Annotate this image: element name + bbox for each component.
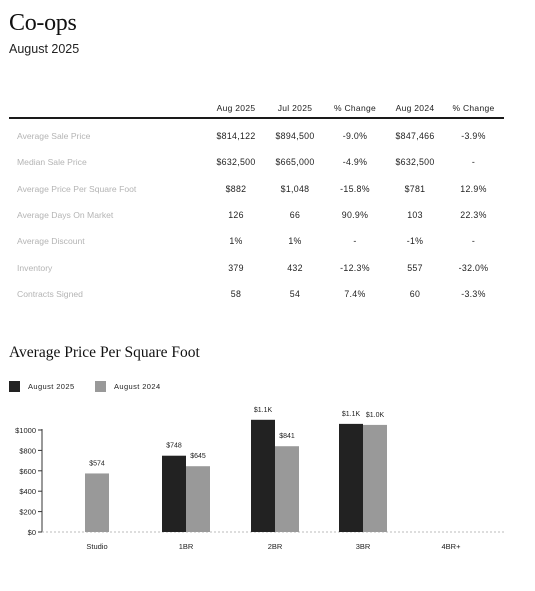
bar-1 (275, 446, 299, 532)
bar-1 (363, 424, 387, 532)
y-tick-label: $1000 (15, 426, 36, 435)
legend-label: August 2025 (28, 381, 75, 391)
row-label: Average Discount (17, 236, 85, 247)
data-label: $1.0K (366, 412, 385, 419)
table-cell: $632,500 (216, 157, 256, 168)
data-label: $1.1K (254, 407, 273, 414)
page-subtitle: August 2025 (9, 42, 80, 56)
row-label: Contracts Signed (17, 288, 83, 299)
page-title: Co-ops (9, 10, 77, 36)
column-header: % Change (323, 98, 387, 119)
bar-chart: $0 $200 $400 $600 $800 $1000 Studio $574 1BR $748… (15, 407, 505, 551)
y-tick-label: $200 (19, 508, 36, 517)
table-cell: -15.8% (340, 183, 370, 194)
table-row: Contracts Signed 58 54 7.4% 60 -3.3% (9, 281, 504, 307)
table-cell: -12.3% (340, 262, 370, 273)
table-cell: 432 (287, 262, 303, 273)
table-cell: $781 (404, 183, 426, 194)
data-label: $574 (89, 460, 105, 467)
y-tick-label: $400 (19, 487, 36, 496)
data-label: $1.1K (342, 411, 361, 418)
data-label: $841 (279, 433, 295, 440)
column-header: % Change (443, 98, 504, 119)
table-cell: -3.3% (461, 288, 486, 299)
table-cell: $847,466 (395, 131, 435, 142)
x-tick-label: 4BR+ (442, 542, 462, 551)
table-cell: -1% (406, 236, 424, 247)
legend-swatch (95, 380, 106, 392)
table-cell: $882 (225, 183, 247, 194)
data-label: $645 (190, 453, 206, 460)
column-header: Aug 2025 (205, 98, 267, 119)
table-cell: 12.9% (460, 183, 487, 194)
table-cell: 66 (289, 210, 301, 221)
table-cell: 90.9% (341, 210, 369, 221)
table-cell: 60 (409, 288, 421, 299)
legend-label: August 2024 (114, 381, 161, 391)
bar-0 (162, 455, 186, 532)
table-cell: -3.9% (461, 131, 486, 142)
table-row: Median Sale Price $632,500 $665,000 -4.9… (9, 149, 504, 175)
y-tick-label: $600 (19, 467, 36, 476)
x-tick-label: 3BR (356, 542, 371, 551)
stats-table: Aug 2025 Jul 2025 % Change Aug 2024 % Ch… (9, 98, 504, 307)
table-cell: 126 (228, 210, 244, 221)
table-cell: - (353, 236, 357, 247)
table-cell: -4.9% (342, 157, 368, 168)
table-cell: $632,500 (395, 157, 435, 168)
table-row: Average Days On Market 126 66 90.9% 103 … (9, 202, 504, 228)
table-row: Average Sale Price $814,122 $894,500 -9.… (9, 118, 504, 149)
table-header-row: Aug 2025 Jul 2025 % Change Aug 2024 % Ch… (9, 98, 504, 119)
table-cell: - (471, 236, 476, 247)
table-cell: $814,122 (216, 131, 256, 142)
table-cell: 54 (289, 288, 301, 299)
y-tick-label: $0 (28, 528, 36, 537)
table-cell: 1% (288, 236, 302, 247)
table-cell: 7.4% (344, 288, 366, 299)
y-tick-label: $800 (19, 446, 36, 455)
table-cell: 58 (230, 288, 242, 299)
table-cell: 103 (407, 210, 423, 221)
bar-0 (251, 419, 275, 532)
table-cell: 22.3% (460, 210, 487, 221)
legend-item-august-2024: August 2024 (95, 380, 161, 392)
x-tick-label: Studio (86, 542, 107, 551)
table-cell: $1,048 (280, 183, 310, 194)
bar-1 (85, 473, 109, 532)
data-label: $748 (166, 443, 182, 450)
table-cell: -32.0% (458, 262, 489, 273)
x-tick-label: 1BR (179, 542, 194, 551)
bar-1 (186, 466, 210, 532)
row-label: Median Sale Price (17, 157, 87, 168)
table-row: Average Price Per Square Foot $882 $1,04… (9, 176, 504, 202)
bar-0 (339, 423, 363, 532)
chart-title: Average Price Per Square Foot (9, 344, 200, 361)
legend-item-august-2025: August 2025 (9, 380, 75, 392)
column-header: Aug 2024 (387, 98, 443, 119)
column-header: Jul 2025 (267, 98, 323, 119)
row-label: Average Days On Market (17, 210, 114, 221)
row-label: Average Sale Price (17, 131, 91, 142)
table-row: Average Discount 1% 1% - -1% - (9, 228, 504, 254)
table-cell: $665,000 (275, 157, 315, 168)
legend-swatch (9, 380, 20, 392)
x-tick-label: 2BR (268, 542, 283, 551)
table-cell: -9.0% (342, 131, 368, 142)
row-label: Average Price Per Square Foot (17, 183, 137, 194)
column-header (9, 98, 205, 119)
table-cell: 557 (407, 262, 423, 273)
table-cell: $894,500 (275, 131, 315, 142)
row-label: Inventory (17, 262, 53, 273)
table-cell: - (471, 157, 476, 168)
table-row: Inventory 379 432 -12.3% 557 -32.0% (9, 254, 504, 280)
table-cell: 379 (228, 262, 244, 273)
table-cell: 1% (229, 236, 243, 247)
